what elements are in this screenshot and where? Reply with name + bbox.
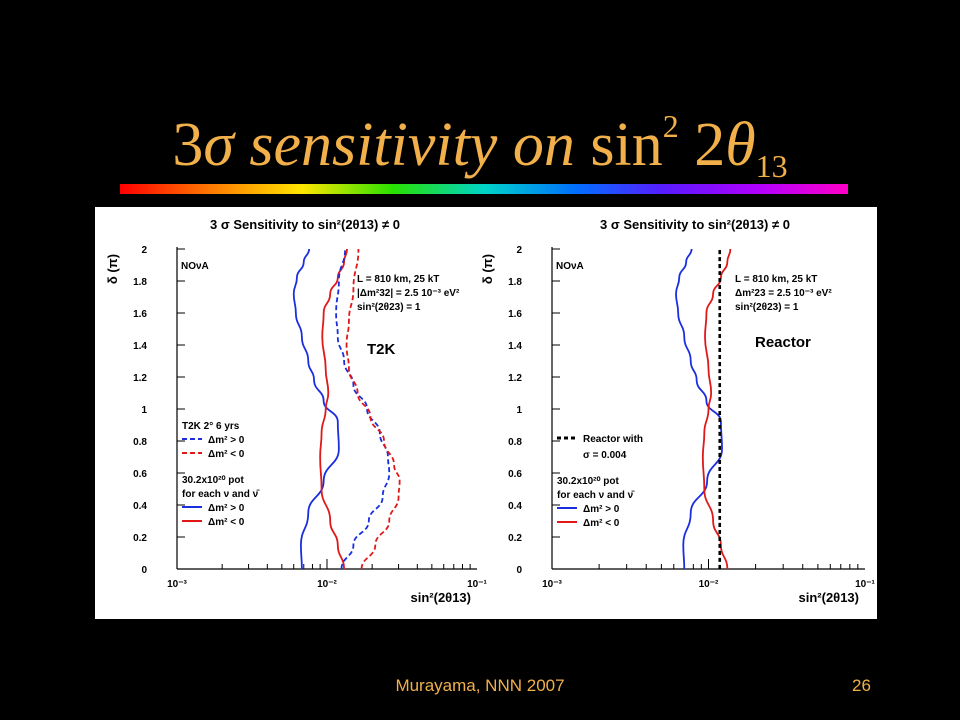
panel-2-y-tick-label: 1.4 <box>508 341 522 352</box>
panel-1-parameter-text: sin²(2θ23) = 1 <box>357 302 421 313</box>
panel-2-x-tick-label: 10⁻¹ <box>855 579 875 590</box>
panel-1-x-tick-label: 10⁻³ <box>167 579 187 590</box>
panel-2-y-tick-label: 0.8 <box>508 437 522 448</box>
panel-2-y-tick-label: 2 <box>516 245 522 256</box>
panel-2-legend-label: σ = 0.004 <box>583 450 627 461</box>
panel-2-y-tick-label: 1.8 <box>508 277 522 288</box>
panel-2-y-tick-label: 0.2 <box>508 533 522 544</box>
panel-2-y-axis-label: δ (π) <box>480 254 495 284</box>
panel-1-y-tick-label: 1.4 <box>133 341 147 352</box>
panel-2-y-tick-label: 1.6 <box>508 309 522 320</box>
panel-1-y-tick-label: 1 <box>141 405 147 416</box>
panel-1-chart-title: 3 σ Sensitivity to sin²(2θ13) ≠ 0 <box>210 217 400 232</box>
panel-2-x-tick-label: 10⁻³ <box>542 579 562 590</box>
panel-1-y-tick-label: 0.4 <box>133 501 147 512</box>
panel-2-annotation-label: Reactor <box>755 334 811 351</box>
panel-2-x-axis-label: sin²(2θ13) <box>799 590 860 605</box>
footer-credit: Murayama, NNN 2007 <box>395 676 565 695</box>
panel-2-y-tick-label: 0 <box>516 565 522 576</box>
panel-2-legend-label: Reactor with <box>583 434 643 445</box>
panel-2-y-tick-label: 0.6 <box>508 469 522 480</box>
panel-1-legend-label: Δm² > 0 <box>208 435 245 446</box>
panel-2-legend-heading: 30.2x10²⁰ pot <box>557 476 619 487</box>
panel-2-y-tick-label: 1 <box>516 405 522 416</box>
panel-1-legend-heading: T2K 2° 6 yrs <box>182 421 240 432</box>
panel-1-x-tick-label: 10⁻¹ <box>467 579 487 590</box>
panel-1-legend-label: Δm² < 0 <box>208 449 245 460</box>
panel-1-y-tick-label: 0.8 <box>133 437 147 448</box>
rainbow-divider <box>120 184 848 194</box>
panel-2-legend-label: Δm² > 0 <box>583 504 620 515</box>
panel-2-legend-label: Δm² < 0 <box>583 518 620 529</box>
panel-1-series-line-2 <box>319 248 348 570</box>
panel-1-series-line-1 <box>292 248 340 570</box>
panel-1-legend-label: Δm² > 0 <box>208 503 245 514</box>
panel-2-chart-title: 3 σ Sensitivity to sin²(2θ13) ≠ 0 <box>600 217 790 232</box>
panel-2-parameter-text: sin²(2θ23) = 1 <box>735 302 799 313</box>
panel-1-legend-heading: 30.2x10²⁰ pot <box>182 475 244 486</box>
panel-1-legend-subheading: for each ν and ν̄ <box>182 489 260 500</box>
panel-2-series-line-1 <box>675 248 723 570</box>
slide-title: 3σ sensitivity on sin2 2θ13 <box>172 108 788 184</box>
panel-1-y-axis-label: δ (π) <box>105 254 120 284</box>
panel-1-series-line-4 <box>345 248 401 570</box>
panel-1-y-tick-label: 0.2 <box>133 533 147 544</box>
panel-2-parameter-text: L = 810 km, 25 kT <box>735 274 817 285</box>
panel-2-x-tick-label: 10⁻² <box>699 579 719 590</box>
page-number: 26 <box>852 676 871 695</box>
panel-1-parameter-text: L = 810 km, 25 kT <box>357 274 439 285</box>
sensitivity-plots: 3 σ Sensitivity to sin²(2θ13) ≠ 0 δ (π) si… <box>105 217 876 605</box>
panel-1-experiment-label: NOνA <box>181 261 209 272</box>
panel-1-x-axis-label: sin²(2θ13) <box>411 590 472 605</box>
panel-1-annotation-label: T2K <box>367 341 396 358</box>
plot-panel-background <box>95 207 877 619</box>
panel-2-legend-subheading: for each ν and ν̄ <box>557 490 635 501</box>
panel-1-y-tick-label: 0 <box>141 565 147 576</box>
panel-1-y-tick-label: 1.8 <box>133 277 147 288</box>
panel-1-y-tick-label: 2 <box>141 245 147 256</box>
panel-2-parameter-text: Δm²23 = 2.5 10⁻³ eV² <box>735 288 832 299</box>
panel-1-series-line-3 <box>335 248 391 570</box>
panel-1-y-tick-label: 1.6 <box>133 309 147 320</box>
panel-1-y-tick-label: 0.6 <box>133 469 147 480</box>
panel-2-experiment-label: NOνA <box>556 261 584 272</box>
panel-1-y-tick-label: 1.2 <box>133 373 147 384</box>
panel-1-legend-label: Δm² < 0 <box>208 517 245 528</box>
panel-1-x-tick-label: 10⁻² <box>317 579 337 590</box>
panel-1-parameter-text: |Δm²32| = 2.5 10⁻³ eV² <box>357 288 460 299</box>
panel-2-series-line-2 <box>701 248 732 570</box>
panel-2-y-tick-label: 1.2 <box>508 373 522 384</box>
panel-2-y-tick-label: 0.4 <box>508 501 522 512</box>
